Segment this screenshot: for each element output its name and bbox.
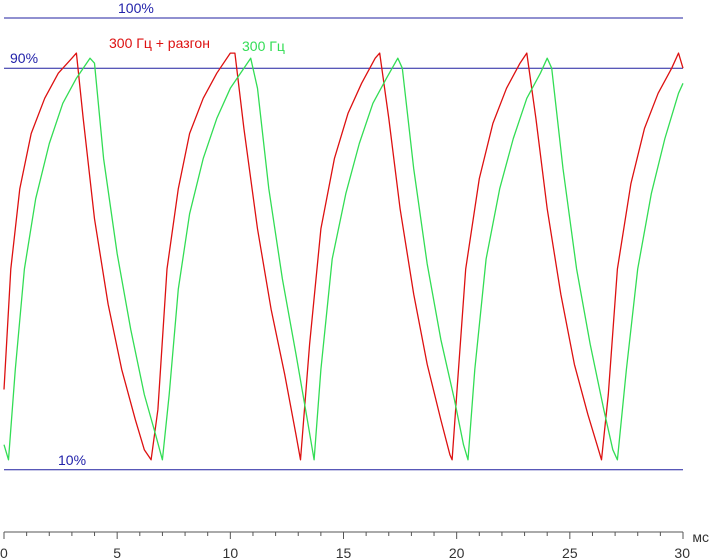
series-labels: 300 Гц + разгон 300 Гц: [109, 35, 285, 54]
reference-label-10: 10%: [58, 452, 86, 468]
x-tick-label: 30: [674, 545, 690, 560]
x-tick-label: 15: [336, 545, 352, 560]
x-tick-label: 10: [223, 545, 239, 560]
series-line-normal: [3, 57, 684, 461]
x-axis-unit: мс: [692, 529, 709, 545]
x-tick-label: 0: [0, 545, 8, 560]
series-label-normal: 300 Гц: [242, 38, 285, 54]
reference-label-90: 90%: [10, 50, 38, 66]
reference-lines: 100% 90% 10%: [4, 0, 683, 471]
x-tick-label: 25: [562, 545, 578, 560]
series-label-overdrive: 300 Гц + разгон: [109, 35, 210, 51]
series-line-overdrive: [3, 52, 684, 461]
reference-label-100: 100%: [118, 0, 154, 16]
series-layer: [3, 52, 684, 461]
x-tick-label: 5: [113, 545, 121, 560]
x-tick-label: 20: [449, 545, 465, 560]
